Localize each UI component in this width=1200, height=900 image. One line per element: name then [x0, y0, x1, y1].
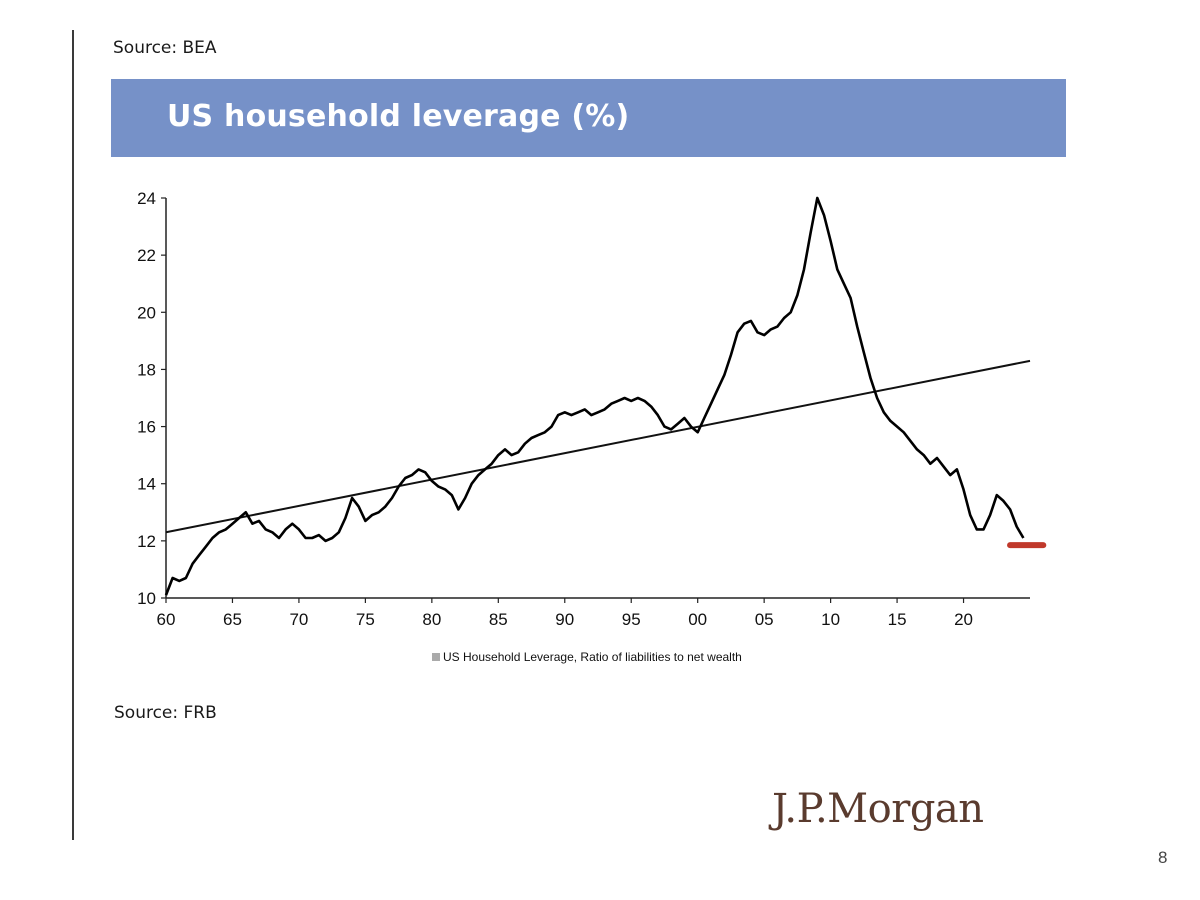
page-number: 8: [1158, 848, 1168, 867]
trend-line: [165, 359, 1031, 534]
x-tick-label: 10: [821, 610, 840, 629]
x-tick-label: 15: [888, 610, 907, 629]
y-tick-label: 14: [137, 475, 156, 494]
chart-title: US household leverage (%): [167, 99, 630, 134]
x-tick-label: 95: [622, 610, 641, 629]
y-tick-label: 20: [137, 303, 156, 322]
y-axis: 10 12 14 16 18 20 22 24: [137, 189, 166, 608]
x-tick-label: 65: [223, 610, 242, 629]
legend-swatch: [432, 653, 440, 661]
x-tick-label: 60: [157, 610, 176, 629]
y-tick-label: 16: [137, 418, 156, 437]
x-tick-label: 90: [555, 610, 574, 629]
source-top: Source: BEA: [113, 38, 217, 58]
y-tick-label: 10: [137, 589, 156, 608]
x-tick-label: 70: [289, 610, 308, 629]
x-tick-label: 05: [755, 610, 774, 629]
x-axis: 60 65 70 75 80 85 90 95 00 05 10 15 20: [157, 598, 973, 629]
x-tick-label: 00: [688, 610, 707, 629]
title-banner: US household leverage (%): [111, 79, 1066, 157]
x-tick-label: 20: [954, 610, 973, 629]
series-line: [164, 196, 1025, 596]
y-tick-label: 18: [137, 360, 156, 379]
y-tick-label: 22: [137, 246, 156, 265]
y-tick-label: 12: [137, 532, 156, 551]
x-tick-label: 75: [356, 610, 375, 629]
x-tick-label: 80: [422, 610, 441, 629]
left-rule: [72, 30, 74, 840]
y-tick-label: 24: [137, 189, 156, 208]
x-tick-label: 85: [489, 610, 508, 629]
jpmorgan-logo: J.P.Morgan: [772, 786, 984, 832]
legend-label: US Household Leverage, Ratio of liabilit…: [443, 650, 742, 664]
source-bottom: Source: FRB: [114, 703, 217, 723]
